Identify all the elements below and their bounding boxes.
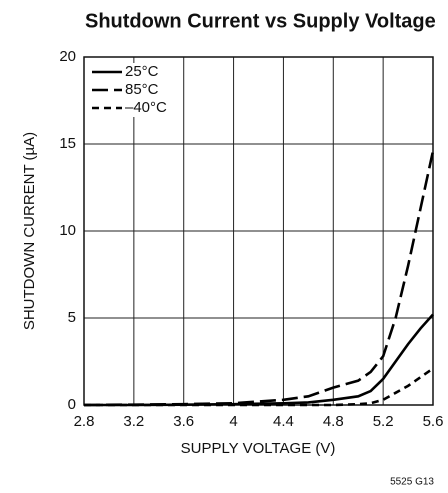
legend-label: –40°C [125,99,167,116]
x-tick-label: 4 [229,413,237,430]
x-tick-label: 4.8 [323,413,344,430]
y-tick-label: 15 [59,135,76,152]
x-tick-label: 3.2 [123,413,144,430]
legend-background [87,63,165,81]
y-tick-label: 5 [68,309,76,326]
chart-title: Shutdown Current vs Supply Voltage [85,10,436,32]
x-tick-label: 2.8 [74,413,95,430]
y-tick-label: 0 [68,396,76,413]
x-tick-label: 4.4 [273,413,294,430]
y-tick-label: 10 [59,222,76,239]
figure-note: 5525 G13 [390,477,434,488]
legend-label: 25°C [125,63,159,80]
x-tick-label: 5.2 [373,413,394,430]
series-line [84,313,434,407]
x-tick-label: 3.6 [173,413,194,430]
legend-background [87,99,165,117]
series-line [84,367,434,407]
series-line [83,150,435,407]
y-tick-label: 20 [59,48,76,65]
legend-label: 85°C [125,81,159,98]
x-tick-label: 5.6 [423,413,444,430]
y-axis-label: SHUTDOWN CURRENT (µA) [21,132,38,330]
legend-background [87,81,165,99]
x-axis-label: SUPPLY VOLTAGE (V) [181,440,336,457]
